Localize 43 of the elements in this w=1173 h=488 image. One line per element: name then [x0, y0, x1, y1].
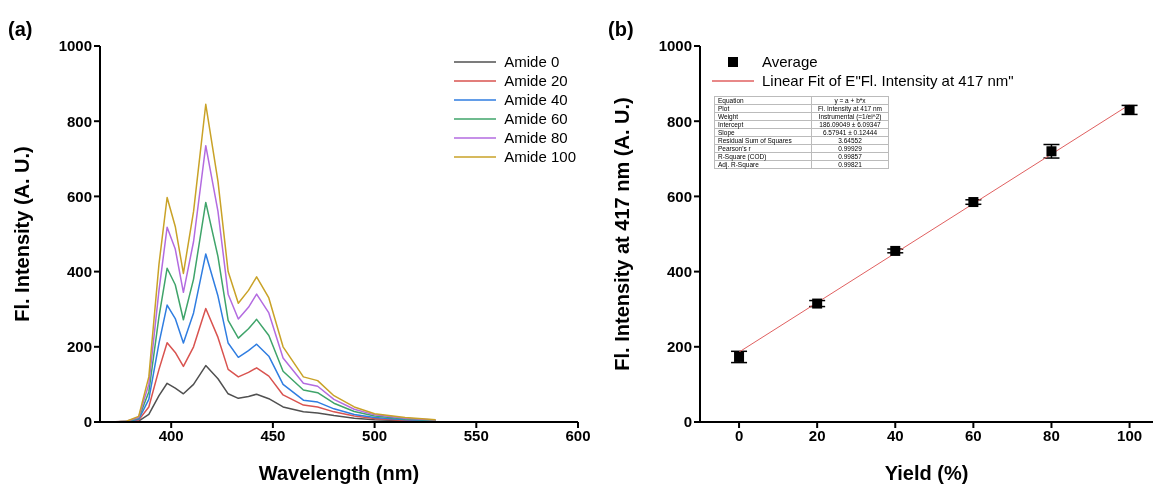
y-tick-label: 400	[66, 262, 92, 280]
point	[734, 351, 745, 362]
chart-title: (b)	[608, 18, 634, 41]
x-axis-title: Yield (%)	[884, 462, 969, 484]
y-tick-label: 1000	[58, 37, 92, 55]
legend-label: Amide 20	[504, 71, 568, 90]
point	[968, 197, 979, 208]
y-axis-title: Fl. Intensity (A. U.)	[11, 146, 34, 322]
x-tick-label: 500	[362, 426, 388, 444]
legend-label: Linear Fit of E"Fl. Intensity at 417 nm"	[762, 71, 1014, 90]
x-tick-label: 550	[463, 426, 489, 444]
y-tick-label: 0	[683, 413, 692, 431]
y-tick-label: 1000	[658, 37, 692, 55]
y-tick-label: 600	[66, 187, 92, 205]
y-tick-label: 200	[66, 338, 92, 356]
y-tick-label: 0	[83, 413, 92, 431]
y-tick-label: 200	[666, 338, 692, 356]
y-axis-title: Fl. Intensity at 417 nm (A. U.)	[611, 97, 634, 371]
x-tick-label: 80	[1043, 426, 1060, 444]
point	[1124, 104, 1135, 115]
x-tick-label: 450	[260, 426, 286, 444]
x-tick-label: 60	[965, 426, 982, 444]
x-tick-label: 0	[734, 426, 744, 444]
y-tick-label: 800	[66, 112, 92, 130]
legend-label: Amide 100	[504, 147, 576, 166]
legend-label: Amide 60	[504, 109, 568, 128]
point	[1046, 146, 1057, 157]
x-axis-title: Wavelength (nm)	[258, 462, 420, 484]
y-tick-label: 600	[666, 187, 692, 205]
point	[890, 245, 901, 256]
chart-title: (a)	[8, 18, 33, 41]
y-tick-label: 800	[666, 112, 692, 130]
legend-label: Amide 80	[504, 128, 568, 147]
x-tick-label: 20	[808, 426, 826, 444]
x-tick-label: 400	[158, 426, 184, 444]
x-tick-label: 100	[1117, 426, 1143, 444]
legend-label: Amide 0	[504, 52, 560, 71]
y-tick-label: 400	[666, 262, 692, 280]
x-tick-label: 40	[886, 426, 904, 444]
legend-label: Amide 40	[504, 90, 568, 109]
point	[812, 298, 823, 309]
legend-label: Average	[762, 52, 818, 71]
x-tick-label: 600	[565, 426, 591, 444]
